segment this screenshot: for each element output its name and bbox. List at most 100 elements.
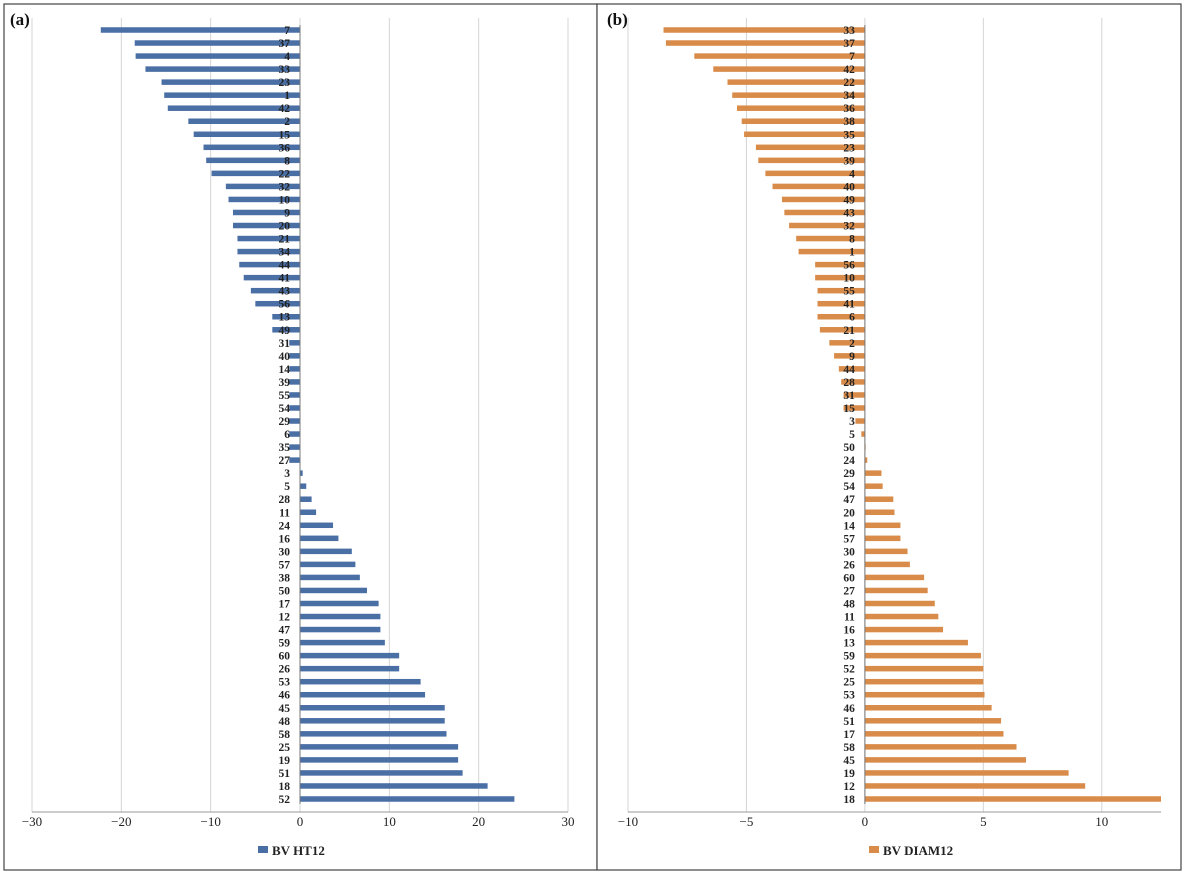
bar-29 [289, 418, 300, 424]
category-label-55: 55 [279, 390, 291, 402]
bar-41 [817, 300, 865, 307]
category-label-38: 38 [279, 572, 291, 584]
bar-5 [300, 483, 307, 489]
category-label-42: 42 [279, 103, 291, 115]
category-label-22: 22 [843, 77, 855, 89]
panel-a-legend-swatch [258, 846, 268, 853]
category-label-3: 3 [849, 416, 855, 428]
category-label-29: 29 [843, 468, 855, 480]
bar-11 [300, 509, 317, 516]
bar-58 [864, 744, 1017, 750]
category-label-32: 32 [279, 181, 291, 193]
bar-32 [789, 222, 865, 229]
category-label-9: 9 [284, 207, 290, 219]
category-label-27: 27 [843, 585, 855, 597]
category-label-6: 6 [849, 312, 855, 324]
category-label-35: 35 [843, 129, 855, 141]
bar-33 [663, 27, 865, 33]
category-label-38: 38 [843, 116, 855, 128]
panel-b-x-axis: −10 −5 0 5 10 [618, 814, 1108, 829]
bar-45 [300, 705, 445, 711]
category-label-31: 31 [843, 390, 855, 402]
category-label-50: 50 [843, 442, 855, 454]
bar-25 [300, 744, 459, 750]
category-label-7: 7 [284, 25, 290, 37]
category-label-42: 42 [843, 64, 855, 76]
category-label-37: 37 [279, 38, 291, 50]
category-label-5: 5 [284, 481, 290, 493]
panel-b-legend-label: BV DIAM12 [883, 843, 953, 858]
bar-31 [289, 340, 300, 346]
category-label-6: 6 [284, 429, 290, 441]
category-label-23: 23 [279, 77, 291, 89]
category-label-46: 46 [843, 703, 855, 715]
x-tick-label-2: 0 [862, 814, 869, 829]
bar-43 [250, 287, 300, 294]
bar-59 [864, 652, 981, 659]
bar-49 [781, 196, 865, 203]
category-label-57: 57 [843, 533, 855, 545]
bar-15 [843, 405, 865, 411]
bar-42 [167, 105, 300, 111]
bar-43 [784, 209, 865, 216]
bar-38 [741, 118, 865, 124]
bar-57 [864, 535, 901, 542]
panel-a-bars [100, 25, 515, 804]
bar-22 [211, 170, 300, 177]
bar-39 [289, 379, 300, 385]
bar-44 [239, 261, 300, 268]
panel-a-label: (a) [10, 10, 30, 29]
bar-1 [164, 92, 300, 98]
bar-55 [817, 287, 865, 294]
bar-36 [736, 105, 865, 111]
bar-33 [145, 66, 300, 72]
category-label-4: 4 [849, 168, 855, 180]
bar-49 [272, 327, 300, 333]
bar-31 [843, 392, 865, 398]
bar-1 [798, 248, 865, 255]
category-label-7: 7 [849, 51, 855, 63]
panel-a-gridlines [31, 18, 569, 813]
bar-24 [864, 457, 868, 463]
x-tick-label-1: −5 [740, 814, 754, 829]
bar-6 [289, 431, 300, 437]
bar-51 [300, 770, 463, 776]
category-label-13: 13 [279, 312, 291, 324]
category-label-10: 10 [279, 194, 291, 206]
panel-a-legend: BV HT12 [258, 843, 325, 858]
bar-3 [855, 418, 865, 424]
bar-17 [864, 731, 1004, 737]
category-label-40: 40 [279, 351, 291, 363]
panel-a-x-axis: −30 −20 −10 0 10 20 30 [22, 814, 575, 829]
category-label-19: 19 [843, 768, 855, 780]
bar-22 [727, 79, 865, 85]
bar-53 [300, 678, 421, 685]
bar-10 [228, 196, 300, 203]
category-label-28: 28 [843, 377, 855, 389]
bar-13 [272, 313, 300, 320]
bar-19 [300, 757, 459, 763]
category-label-9: 9 [849, 351, 855, 363]
bar-16 [864, 626, 944, 633]
bar-58 [300, 731, 447, 737]
bar-4 [765, 170, 865, 177]
category-label-21: 21 [843, 325, 855, 337]
category-label-18: 18 [843, 794, 855, 806]
category-label-25: 25 [843, 677, 855, 689]
x-tick-label-4: 10 [1095, 814, 1108, 829]
category-label-20: 20 [279, 221, 291, 233]
panel-b-legend-swatch [869, 846, 879, 853]
category-label-15: 15 [843, 403, 855, 415]
bar-10 [815, 274, 865, 281]
bar-55 [289, 392, 300, 398]
bar-6 [817, 313, 865, 320]
x-tick-label-3: 0 [297, 814, 304, 829]
category-label-56: 56 [843, 260, 855, 272]
bar-60 [300, 652, 400, 659]
bar-17 [300, 600, 379, 607]
bar-56 [255, 300, 300, 307]
bar-40 [289, 353, 300, 359]
category-label-48: 48 [279, 716, 291, 728]
x-tick-label-1: −20 [111, 814, 131, 829]
panel-a-legend-label: BV HT12 [272, 843, 325, 858]
